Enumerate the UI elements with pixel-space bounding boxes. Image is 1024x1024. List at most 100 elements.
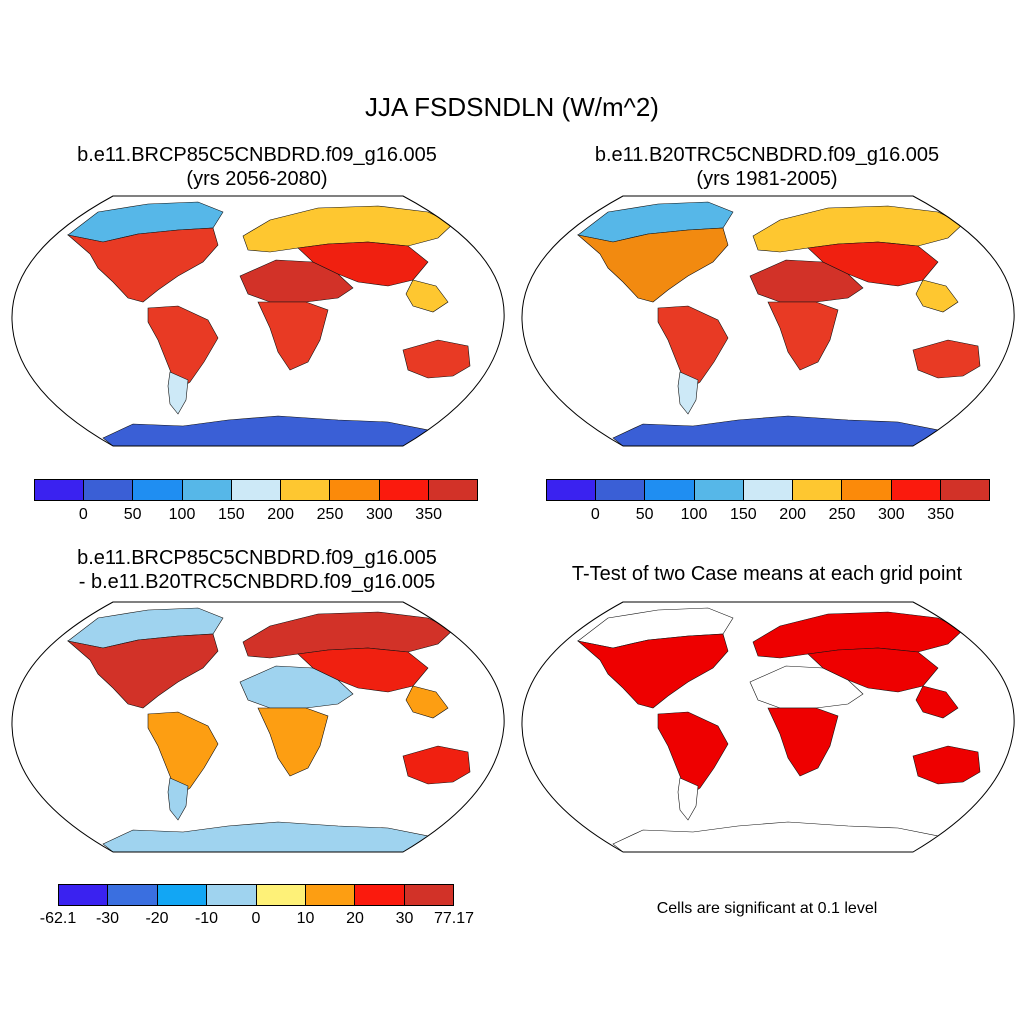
region-europe-siberia [242, 611, 454, 659]
significance-note: Cells are significant at 0.1 level [656, 900, 878, 917]
region-south-america [147, 711, 219, 797]
colorbar-box [694, 480, 744, 500]
colorbar-box [428, 480, 477, 500]
region-patagonia [167, 371, 189, 415]
region-patagonia [677, 371, 699, 415]
colorbar-label: 0 [78, 506, 88, 523]
colorbar-box [59, 885, 109, 905]
colorbar-label: 50 [635, 506, 654, 523]
colorbar-box [355, 885, 405, 905]
colorbar-box [793, 480, 843, 500]
map-panel-3 [11, 601, 505, 853]
map-panel-1 [11, 195, 505, 447]
colorbar-label: 200 [779, 506, 807, 523]
colorbar-box [891, 480, 941, 500]
colorbar-box [256, 885, 306, 905]
panel-1-title: b.e11.BRCP85C5CNBDRD.f09_g16.005 (yrs 20… [12, 143, 502, 191]
colorbar-box [404, 885, 453, 905]
region-europe-siberia [752, 205, 964, 253]
figure-title: JJA FSDSNDLN (W/m^2) [365, 92, 659, 122]
map-panel-2 [521, 195, 1015, 447]
colorbar-box [596, 480, 646, 500]
map-border [11, 195, 505, 447]
colorbar-box [207, 885, 257, 905]
colorbar-label: 350 [927, 506, 955, 523]
colorbar-label: -20 [145, 910, 169, 927]
colorbar-box [940, 480, 989, 500]
region-australia [402, 745, 471, 785]
colorbar-box [281, 480, 331, 500]
panel-1-years: (yrs 2056-2080) [186, 168, 328, 190]
colorbar-panel-2-labels: 0 50 100 150 200 250 300 350 [546, 506, 990, 526]
colorbar-label: 150 [217, 506, 245, 523]
region-southeast-asia [405, 685, 449, 719]
region-australia [402, 339, 471, 379]
region-patagonia [167, 777, 189, 821]
colorbar-difference [58, 884, 454, 906]
colorbar-label: 200 [267, 506, 295, 523]
colorbar-box [305, 885, 356, 905]
colorbar-label: 150 [729, 506, 757, 523]
colorbar-box [743, 480, 794, 500]
colorbar-label: 0 [590, 506, 600, 523]
panel-3-title: b.e11.BRCP85C5CNBDRD.f09_g16.005 - b.e11… [12, 546, 502, 594]
region-europe-siberia [242, 205, 454, 253]
colorbar-label: 20 [346, 910, 364, 927]
region-north-america [66, 227, 219, 303]
colorbar-box [35, 480, 85, 500]
colorbar-label: -10 [194, 910, 219, 927]
colorbar-box [108, 885, 158, 905]
colorbar-box [842, 480, 892, 500]
region-sahara-arabia [749, 665, 864, 709]
region-south-america [657, 305, 729, 391]
colorbar-label: 350 [415, 506, 443, 523]
panel-3-control-name: - b.e11.B20TRC5CNBDRD.f09_g16.005 [78, 571, 436, 593]
region-south-america [657, 711, 729, 797]
region-north-america [576, 633, 729, 709]
colorbar-box [133, 480, 183, 500]
colorbar-box [157, 885, 208, 905]
panel-1-case-name: b.e11.BRCP85C5CNBDRD.f09_g16.005 [77, 144, 437, 166]
region-antarctica [102, 821, 429, 852]
region-australia [912, 745, 981, 785]
colorbar-label: 77.17 [433, 910, 475, 927]
region-sahara-arabia [239, 259, 354, 303]
colorbar-label: 10 [296, 910, 315, 927]
colorbar-box [231, 480, 282, 500]
colorbar-label: 300 [365, 506, 393, 523]
region-southeast-asia [915, 685, 959, 719]
colorbar-box [84, 480, 134, 500]
panel-2-title: b.e11.B20TRC5CNBDRD.f09_g16.005 (yrs 198… [522, 143, 1012, 191]
colorbar-label: 250 [316, 506, 344, 523]
region-north-america [576, 227, 729, 303]
map-panel-4 [521, 601, 1015, 853]
map-border [11, 601, 505, 853]
region-sahara-arabia [239, 665, 354, 709]
panel-2-case-name: b.e11.B20TRC5CNBDRD.f09_g16.005 [594, 144, 940, 166]
region-africa-south [767, 707, 839, 777]
colorbar-box [547, 480, 597, 500]
region-north-america [66, 633, 219, 709]
colorbar-difference-labels: -62.1 -30 -20 -10 0 10 20 30 77.17 [40, 910, 474, 930]
colorbar-label: 250 [828, 506, 856, 523]
colorbar-label: 30 [395, 910, 414, 927]
region-sahara-arabia [749, 259, 864, 303]
colorbar-box [379, 480, 429, 500]
region-patagonia [677, 777, 699, 821]
region-southeast-asia [405, 279, 449, 313]
region-europe-siberia [752, 611, 964, 659]
colorbar-panel-1 [34, 479, 478, 501]
region-africa-south [257, 301, 329, 371]
region-antarctica [612, 415, 939, 446]
region-antarctica [612, 821, 939, 852]
colorbar-label: 50 [123, 506, 142, 523]
colorbar-label: -30 [95, 910, 120, 927]
map-border [521, 195, 1015, 447]
colorbar-panel-1-labels: 0 50 100 150 200 250 300 350 [34, 506, 478, 526]
panel-4-title: T-Test of two Case means at each grid po… [571, 563, 963, 585]
colorbar-box [645, 480, 695, 500]
panel-2-years: (yrs 1981-2005) [696, 168, 838, 190]
colorbar-label: 100 [680, 506, 708, 523]
region-antarctica [102, 415, 429, 446]
colorbar-label: -62.1 [39, 910, 77, 927]
